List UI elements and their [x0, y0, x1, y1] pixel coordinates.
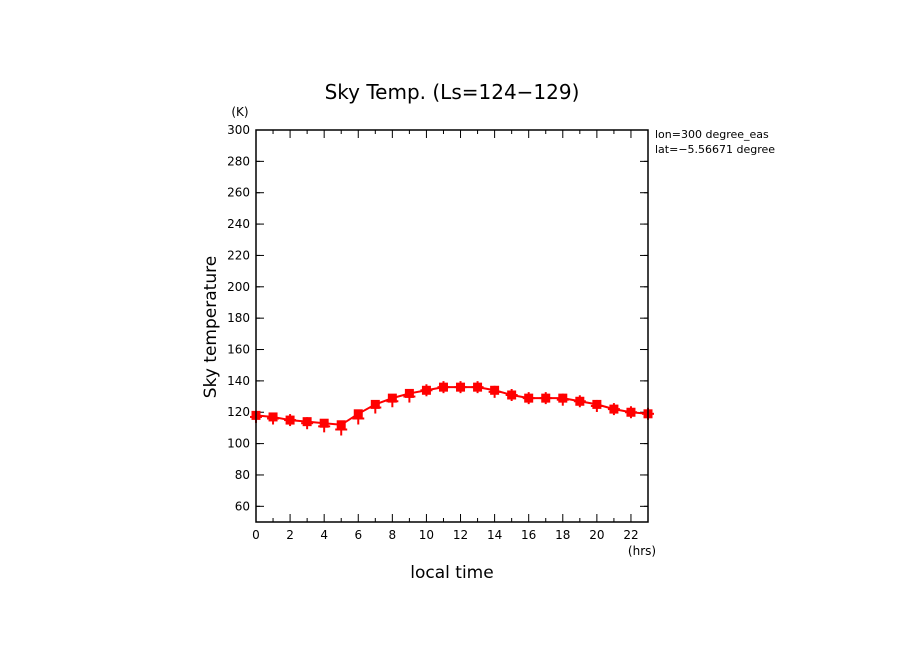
- x-tick-label: 12: [453, 528, 468, 542]
- y-tick-label: 300: [227, 123, 250, 137]
- x-axis-label: local time: [410, 563, 493, 583]
- data-point-plus: [488, 385, 501, 398]
- data-point-plus: [539, 392, 552, 405]
- data-point-plus: [556, 393, 569, 406]
- x-tick-label: 16: [521, 528, 536, 542]
- x-tick-label: 2: [286, 528, 294, 542]
- chart-title: Sky Temp. (Ls=124−129): [325, 80, 580, 104]
- data-point-plus: [420, 384, 433, 397]
- data-point-plus: [573, 395, 586, 408]
- y-tick-label: 240: [227, 217, 250, 231]
- data-point-plus: [522, 392, 535, 405]
- data-point-plus: [386, 395, 399, 408]
- data-point-plus: [403, 390, 416, 403]
- y-tick-label: 120: [227, 405, 250, 419]
- data-point-plus: [505, 388, 518, 401]
- data-point-plus: [369, 401, 382, 414]
- data-point-plus: [284, 414, 297, 427]
- data-point-plus: [624, 406, 637, 419]
- data-point-plus: [454, 381, 467, 394]
- data-point-plus: [301, 417, 314, 430]
- x-tick-label: 22: [623, 528, 638, 542]
- annotation-lat: lat=−5.56671 degree: [655, 143, 775, 156]
- y-tick-label: 80: [235, 468, 250, 482]
- series-line: [255, 386, 649, 426]
- data-point-plus: [318, 420, 331, 433]
- data-point-plus: [267, 412, 280, 425]
- plot-frame: [255, 129, 649, 523]
- y-tick-label: 60: [235, 499, 250, 513]
- data-point-plus: [590, 399, 603, 412]
- x-tick-label: 6: [354, 528, 362, 542]
- x-tick-label: 14: [487, 528, 502, 542]
- x-tick-label: 8: [389, 528, 397, 542]
- y-tick-label: 100: [227, 437, 250, 451]
- annotation-lon: lon=300 degree_eas: [655, 128, 769, 141]
- data-point-plus: [471, 381, 484, 394]
- data-point-plus: [335, 423, 348, 436]
- x-tick-label: 0: [252, 528, 260, 542]
- y-tick-label: 280: [227, 154, 250, 168]
- data-point-plus: [352, 412, 365, 425]
- y-axis-label: Sky temperature: [201, 256, 221, 398]
- y-unit-label: (K): [231, 105, 248, 119]
- data-point-plus: [437, 381, 450, 394]
- data-point-plus: [607, 403, 620, 416]
- x-tick-label: 18: [555, 528, 570, 542]
- y-tick-label: 200: [227, 280, 250, 294]
- x-tick-label: 20: [589, 528, 604, 542]
- y-tick-label: 160: [227, 343, 250, 357]
- y-tick-label: 180: [227, 311, 250, 325]
- x-tick-label: 4: [320, 528, 328, 542]
- x-unit-label: (hrs): [628, 544, 656, 558]
- y-tick-label: 220: [227, 248, 250, 262]
- y-tick-label: 140: [227, 374, 250, 388]
- y-tick-label: 260: [227, 186, 250, 200]
- x-tick-label: 10: [419, 528, 434, 542]
